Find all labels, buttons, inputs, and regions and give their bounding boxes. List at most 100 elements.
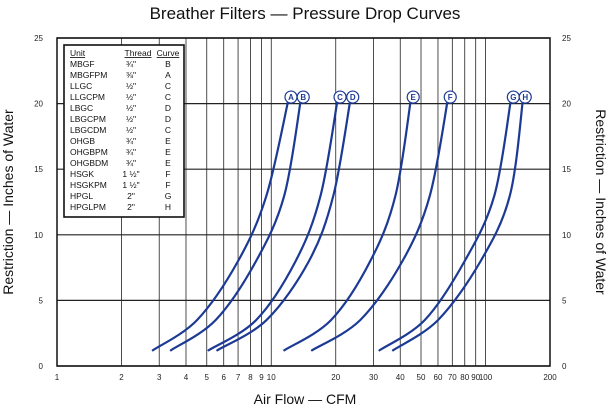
legend-thread: ¾" [126, 136, 136, 146]
legend-thread: ½" [126, 125, 136, 135]
legend-curve: G [165, 191, 172, 201]
x-tick-label: 80 [460, 373, 469, 382]
legend-unit: LBGC [70, 103, 93, 113]
x-tick-label: 40 [396, 373, 405, 382]
legend-thread: ½" [126, 114, 136, 124]
legend-header-curve: Curve [157, 48, 180, 58]
curve-h [391, 95, 525, 352]
y-tick-label-left: 25 [34, 34, 43, 43]
legend-thread: ½" [126, 92, 136, 102]
y-tick-label-left: 10 [34, 231, 43, 240]
legend-curve: D [165, 103, 171, 113]
legend-curve: B [165, 59, 171, 69]
curve-label-marker-c [333, 90, 347, 104]
legend-curve: E [165, 158, 171, 168]
y-tick-label-right: 10 [562, 231, 571, 240]
legend-unit: OHGBPM [70, 147, 108, 157]
x-tick-label: 7 [236, 373, 241, 382]
curve-e [283, 95, 413, 352]
x-tick-label: 5 [205, 373, 210, 382]
x-tick-label: 4 [184, 373, 189, 382]
x-tick-label: 90 [471, 373, 480, 382]
curve-label-h: H [522, 93, 528, 102]
legend-unit: OHGBDM [70, 158, 108, 168]
x-tick-label: 6 [221, 373, 226, 382]
curve-a [151, 95, 291, 352]
legend-curve: E [165, 136, 171, 146]
x-tick-label: 30 [369, 373, 378, 382]
legend-unit: HPGL [70, 191, 93, 201]
curve-label-marker-h [518, 90, 532, 104]
curve-label-e: E [411, 93, 417, 102]
x-tick-label: 3 [157, 373, 162, 382]
legend-thread: 1 ½" [122, 180, 139, 190]
legend-curve: F [165, 180, 170, 190]
legend-unit: HSGKPM [70, 180, 107, 190]
legend-header-thread: Thread [125, 48, 152, 58]
curve-c [207, 95, 340, 352]
curve-label-c: C [337, 93, 343, 102]
legend-unit: OHGB [70, 136, 95, 146]
x-tick-label: 8 [248, 373, 253, 382]
legend-curve: H [165, 202, 171, 212]
legend-thread: ¾" [126, 59, 136, 69]
legend-unit: LLGCPM [70, 92, 105, 102]
y-tick-label-right: 0 [562, 362, 567, 371]
legend-curve: D [165, 114, 171, 124]
legend-thread: 2" [127, 191, 135, 201]
x-tick-label: 1 [55, 373, 60, 382]
curve-label-a: A [288, 93, 294, 102]
legend-unit: LLGC [70, 81, 92, 91]
y-tick-label-right: 25 [562, 34, 571, 43]
x-tick-label: 10 [267, 373, 276, 382]
legend-unit: MBGF [70, 59, 95, 69]
legend-unit: HSGK [70, 169, 94, 179]
x-tick-label: 2 [119, 373, 124, 382]
y-axis-left: 0 5 10 15 20 25 [34, 34, 43, 371]
plot-frame [56, 37, 551, 367]
x-tick-label: 50 [417, 373, 426, 382]
legend-thread: ½" [126, 103, 136, 113]
legend-curve: F [165, 169, 170, 179]
y-tick-label-right: 15 [562, 165, 571, 174]
x-tick-label: 9 [259, 373, 264, 382]
legend-header-unit: Unit [70, 48, 86, 58]
legend-box [63, 44, 185, 218]
curve-label-marker-e [406, 90, 420, 104]
legend-unit: LBGCPM [70, 114, 106, 124]
legend-curve: E [165, 147, 171, 157]
y-tick-label-left: 0 [39, 362, 44, 371]
x-tick-label: 60 [434, 373, 443, 382]
legend-thread: ¾" [126, 147, 136, 157]
curve-label-marker-f [443, 90, 457, 104]
curve-label-marker-b [296, 90, 310, 104]
y-axis-title-right: Restriction — Inches of Water [593, 109, 609, 295]
curve-label-d: D [350, 93, 356, 102]
legend-curve: C [165, 92, 171, 102]
legend-thread: 2" [127, 202, 135, 212]
curve-label-marker-d [346, 90, 360, 104]
y-axis-right: 0 5 10 15 20 25 [562, 34, 571, 371]
y-axis-title-left: Restriction — Inches of Water [0, 109, 16, 295]
y-tick-label-left: 15 [34, 165, 43, 174]
x-tick-label: 200 [543, 373, 557, 382]
x-axis-title: Air Flow — CFM [254, 391, 357, 407]
legend-unit: MBGFPM [70, 70, 107, 80]
legend-thread: ¾" [126, 158, 136, 168]
x-tick-label: 70 [448, 373, 457, 382]
chart-title: Breather Filters — Pressure Drop Curves [150, 4, 461, 23]
curve-label-g: G [510, 93, 516, 102]
curve-g [378, 95, 513, 352]
curve-label-b: B [300, 93, 306, 102]
x-tick-label: 100 [479, 373, 493, 382]
legend-table: Unit Thread Curve MBGF ¾" B MBGFPM ⅜" A LLGC ½" C LL… [63, 44, 185, 218]
curve-label-f: F [448, 93, 453, 102]
y-tick-label-right: 20 [562, 100, 571, 109]
curve-d [216, 95, 352, 352]
legend-curve: C [165, 81, 171, 91]
x-tick-label: 20 [331, 373, 340, 382]
y-tick-label-right: 5 [562, 296, 567, 305]
legend-curve: A [165, 70, 171, 80]
